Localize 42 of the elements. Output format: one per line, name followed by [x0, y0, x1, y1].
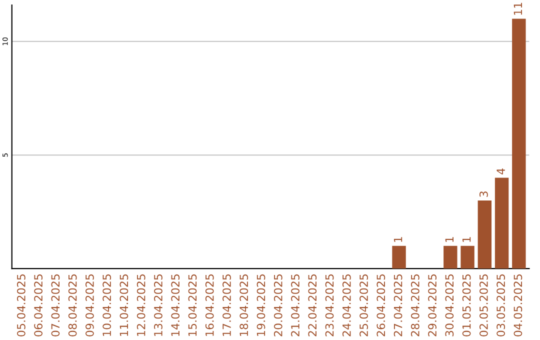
bar: [460, 246, 474, 269]
data-label: 11: [514, 2, 522, 15]
x-tick-label: 15.04.2025: [188, 274, 197, 336]
x-tick-label: 25.04.2025: [360, 274, 368, 336]
x-tick-label: 22.04.2025: [308, 274, 317, 336]
x-tick-label: 13.04.2025: [154, 274, 162, 336]
data-label: 1: [394, 237, 402, 242]
x-tick-label: 12.04.2025: [136, 274, 146, 336]
x-tick-label: 21.04.2025: [291, 274, 300, 336]
x-tick-label: 01.05.2025: [462, 274, 471, 336]
data-label: 1: [462, 237, 471, 242]
x-tick-label: 09.04.2025: [85, 274, 94, 336]
x-tick-label: 16.04.2025: [205, 274, 214, 336]
x-tick-label: 19.04.2025: [256, 274, 266, 336]
x-tick-label: 23.04.2025: [325, 274, 334, 336]
x-tick-label: 18.04.2025: [240, 274, 248, 336]
x-tick-label: 06.04.2025: [34, 274, 43, 336]
x-tick-label: 02.05.2025: [479, 274, 488, 336]
x-tick-label: 04.05.2025: [514, 274, 522, 336]
x-tick-label: 30.04.2025: [445, 274, 454, 336]
x-tick-label: 20.04.2025: [274, 274, 282, 336]
x-tick-label: 08.04.2025: [68, 274, 77, 336]
x-tick-label: 14.04.2025: [171, 274, 180, 336]
bar: [444, 246, 458, 269]
x-tick-label: 24.04.2025: [342, 274, 351, 336]
bar: [494, 178, 509, 269]
data-label: 1: [445, 237, 454, 242]
x-tick-label: 29.04.2025: [428, 274, 436, 336]
data-label: 3: [479, 191, 488, 197]
x-tick-label: 28.04.2025: [410, 274, 420, 336]
data-label: 4: [496, 168, 505, 174]
x-tick-label: 17.04.2025: [222, 274, 231, 336]
x-tick-label: 05.04.2025: [16, 274, 26, 336]
bar: [392, 246, 406, 269]
bar: [512, 18, 526, 269]
x-tick-label: 11.04.2025: [120, 274, 128, 336]
x-tick-label: 03.05.2025: [496, 274, 506, 336]
x-tick-label: 07.04.2025: [51, 274, 60, 336]
x-tick-label: 27.04.2025: [394, 274, 402, 336]
x-tick-label: 26.04.2025: [376, 274, 386, 336]
bar: [478, 200, 492, 269]
x-tick-label: 10.04.2025: [102, 274, 112, 336]
